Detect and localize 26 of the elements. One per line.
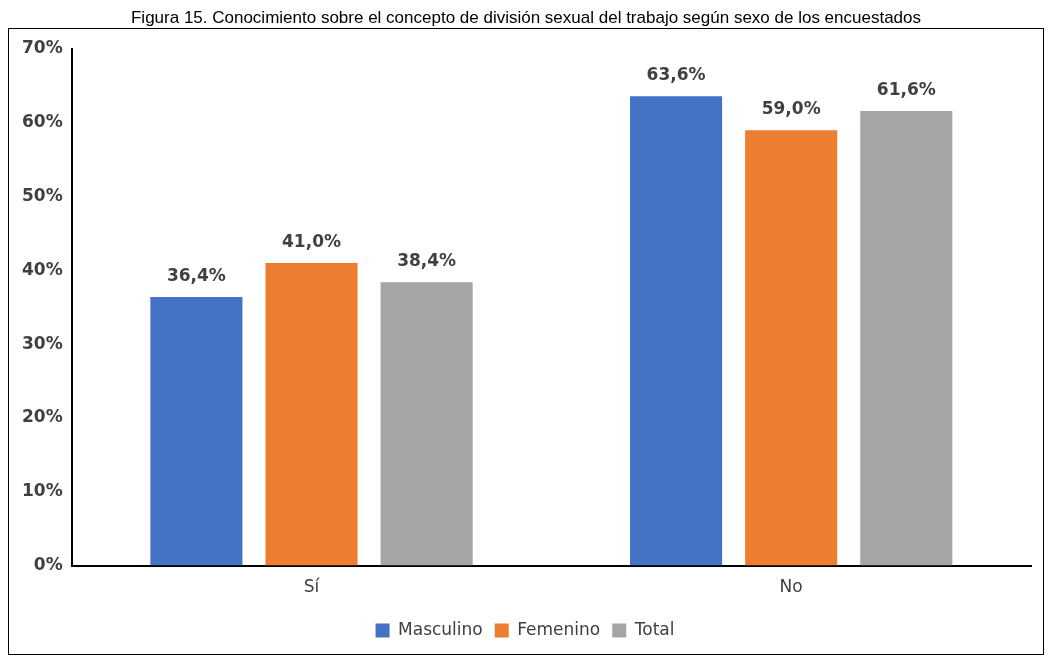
y-tick-label: 30% [21, 332, 63, 353]
y-tick-label: 10% [21, 480, 63, 501]
data-label: 59,0% [761, 98, 821, 119]
legend-label: Femenino [517, 618, 601, 639]
bar [150, 296, 243, 566]
y-tick-label: 60% [21, 111, 63, 132]
data-label: 63,6% [646, 64, 706, 85]
data-label: 36,4% [166, 264, 226, 285]
bar [860, 110, 953, 566]
bar [380, 282, 473, 566]
y-tick-label: 50% [21, 185, 63, 206]
y-tick-label: 0% [33, 554, 63, 575]
y-tick-label: 20% [21, 406, 63, 427]
data-label: 38,4% [397, 250, 457, 271]
legend-label: Total [633, 618, 675, 639]
x-tick-label: Sí [303, 576, 321, 597]
y-tick-label: 40% [21, 258, 63, 279]
chart-title: Figura 15. Conocimiento sobre el concepto de división sexual del trabajo según sexo de los encuestados [129, 8, 922, 28]
x-tick-label: No [779, 576, 803, 597]
bar [630, 96, 723, 566]
data-label: 41,0% [282, 230, 342, 251]
y-tick-label: 70% [21, 37, 63, 58]
data-label: 61,6% [876, 78, 936, 99]
legend-label: Masculino [398, 618, 483, 639]
bar [745, 130, 838, 566]
bar [265, 263, 358, 566]
